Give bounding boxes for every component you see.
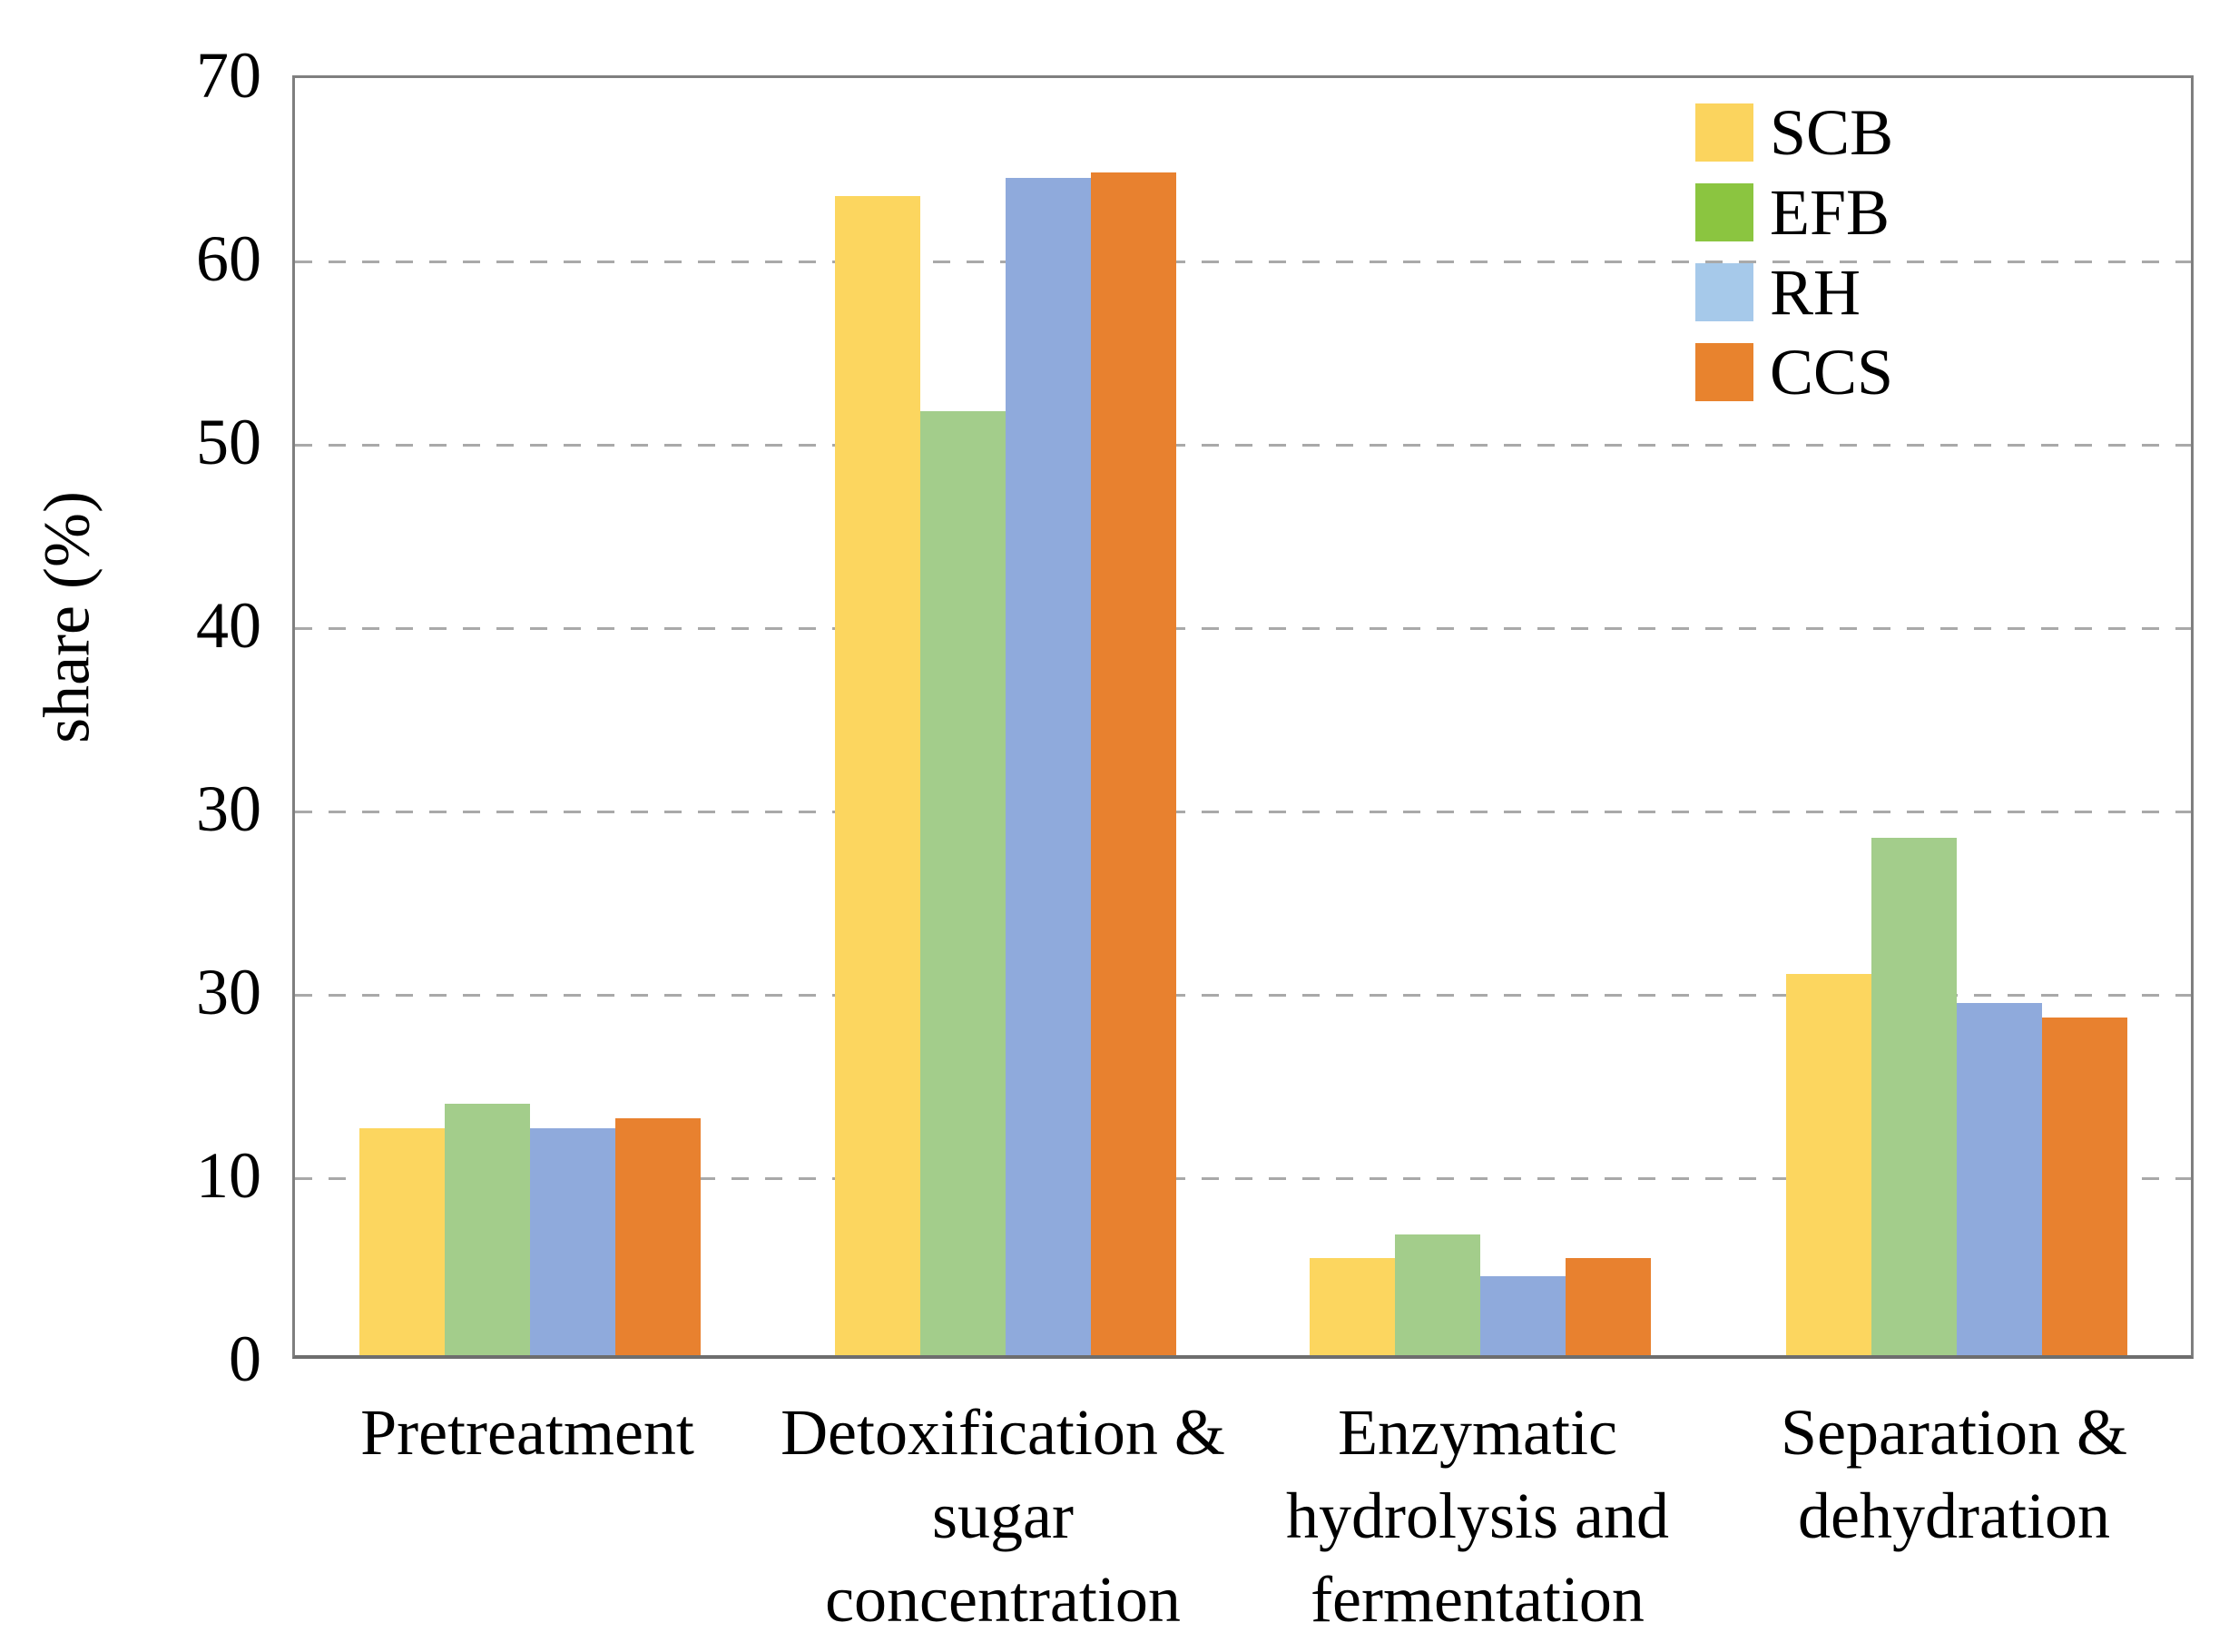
legend-label-scb: SCB bbox=[1770, 96, 1894, 169]
legend-item-rh: RH bbox=[1695, 256, 1893, 329]
x-label-separation: Separation & dehydration bbox=[1664, 1391, 2229, 1558]
x-label-line: Pretreatment bbox=[360, 1396, 694, 1469]
gridline-20 bbox=[295, 993, 2191, 997]
bar-rh-pretreatment bbox=[530, 1127, 615, 1355]
bar-scb-enzymatic bbox=[1310, 1257, 1395, 1355]
x-label-line: Separation & bbox=[1781, 1396, 2127, 1469]
bar-efb-detoxification bbox=[920, 410, 1006, 1355]
bar-ccs-separation bbox=[2042, 1018, 2127, 1355]
legend-swatch-efb bbox=[1695, 183, 1753, 241]
x-label-line: dehydration bbox=[1798, 1480, 2110, 1552]
y-tick-60: 60 bbox=[196, 222, 261, 295]
gridline-40 bbox=[295, 626, 2191, 630]
gridline-10 bbox=[295, 1176, 2191, 1180]
bar-ccs-detoxification bbox=[1091, 172, 1176, 1355]
x-label-line: Enzymatic bbox=[1338, 1396, 1617, 1469]
y-tick-40: 40 bbox=[196, 589, 261, 662]
x-label-line: hydrolysis and bbox=[1286, 1480, 1669, 1552]
legend-swatch-rh bbox=[1695, 263, 1753, 321]
legend-item-ccs: CCS bbox=[1695, 336, 1894, 408]
x-label-enzymatic: Enzymatic hydrolysis and fermentation bbox=[1187, 1391, 1768, 1641]
gridline-50 bbox=[295, 443, 2191, 447]
x-label-pretreatment: Pretreatment bbox=[237, 1391, 818, 1474]
legend-label-ccs: CCS bbox=[1770, 336, 1894, 408]
y-tick-10: 10 bbox=[196, 1139, 261, 1212]
legend-label-rh: RH bbox=[1770, 256, 1861, 329]
gridline-60 bbox=[295, 260, 2191, 263]
y-tick-20: 30 bbox=[196, 956, 261, 1028]
bar-efb-enzymatic bbox=[1395, 1234, 1480, 1355]
x-label-line: sugar bbox=[932, 1480, 1074, 1552]
y-tick-70: 70 bbox=[196, 39, 261, 112]
x-label-line: Detoxification & bbox=[781, 1396, 1225, 1469]
legend: SCB EFB RH CCS bbox=[1695, 96, 1894, 423]
bar-ccs-enzymatic bbox=[1566, 1257, 1651, 1355]
x-label-detoxification: Detoxification & sugar concentration bbox=[712, 1391, 1293, 1641]
y-tick-30: 30 bbox=[196, 772, 261, 845]
legend-item-scb: SCB bbox=[1695, 96, 1894, 169]
bar-rh-enzymatic bbox=[1480, 1276, 1566, 1355]
bar-rh-separation bbox=[1957, 1003, 2042, 1355]
bar-rh-detoxification bbox=[1006, 178, 1091, 1355]
y-tick-0: 0 bbox=[229, 1323, 261, 1395]
gridline-30 bbox=[295, 810, 2191, 813]
bar-efb-separation bbox=[1871, 838, 1957, 1355]
x-label-line: fermentation bbox=[1311, 1563, 1645, 1636]
bar-efb-pretreatment bbox=[445, 1104, 530, 1355]
legend-label-efb: EFB bbox=[1770, 176, 1890, 249]
bar-ccs-pretreatment bbox=[615, 1118, 701, 1355]
legend-swatch-ccs bbox=[1695, 343, 1753, 401]
legend-item-efb: EFB bbox=[1695, 176, 1893, 249]
y-tick-50: 50 bbox=[196, 406, 261, 478]
legend-swatch-scb bbox=[1695, 103, 1753, 162]
bar-scb-pretreatment bbox=[359, 1127, 445, 1355]
bar-scb-separation bbox=[1786, 973, 1871, 1355]
plot-area bbox=[292, 75, 2194, 1359]
bar-scb-detoxification bbox=[835, 196, 920, 1355]
x-label-line: concentration bbox=[825, 1563, 1181, 1636]
